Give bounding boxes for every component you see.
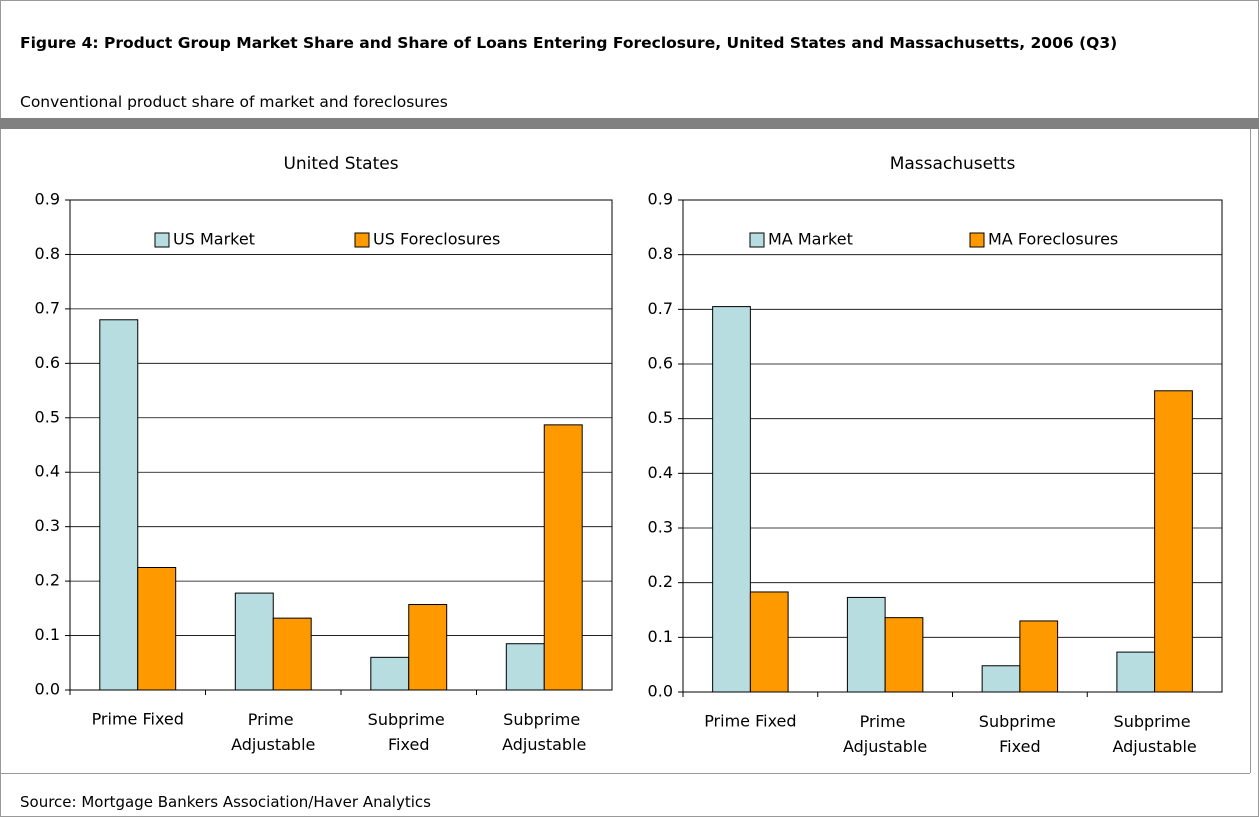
figure-subtitle: Conventional product share of market and…: [20, 93, 448, 111]
bar: [272, 617, 312, 691]
legend-swatch: [354, 232, 370, 248]
y-tick-label: 0.2: [648, 572, 673, 591]
y-tick-label: 0.3: [35, 516, 60, 535]
x-tick-label: Subprime Fixed: [368, 710, 450, 754]
bar: [884, 617, 924, 693]
figure-title: Figure 4: Product Group Market Share and…: [20, 34, 1118, 52]
bar: [1116, 651, 1156, 693]
chart-title: United States: [283, 154, 398, 174]
y-tick-label: 0.6: [35, 353, 60, 372]
y-tick-label: 0.7: [648, 299, 673, 318]
source-note: Source: Mortgage Bankers Association/Hav…: [20, 793, 431, 811]
bar: [712, 306, 751, 693]
y-tick-label: 0.7: [35, 298, 60, 317]
legend-swatch: [969, 232, 985, 248]
y-tick-label: 0.1: [648, 627, 673, 646]
bar: [1019, 620, 1059, 693]
y-tick-label: 0.0: [648, 682, 673, 701]
legend-swatch: [749, 232, 765, 248]
legend-label: US Foreclosures: [373, 230, 500, 249]
bar: [408, 604, 448, 691]
bar: [234, 592, 274, 691]
bar: [846, 596, 886, 693]
x-tick-label: Prime Adjustable: [843, 712, 927, 756]
bar: [370, 656, 410, 691]
x-tick-label: Prime Fixed: [704, 712, 796, 731]
bar: [1154, 390, 1193, 693]
chart-title: Massachusetts: [890, 154, 1016, 174]
bar: [505, 643, 545, 691]
y-tick-label: 0.4: [648, 463, 673, 482]
x-tick-label: Subprime Fixed: [979, 712, 1061, 756]
x-tick-label: Prime Adjustable: [231, 710, 315, 754]
y-tick-label: 0.6: [648, 354, 673, 373]
y-tick-label: 0.8: [35, 244, 60, 263]
header-bar: [0, 118, 1259, 129]
x-tick-label: Prime Fixed: [92, 710, 184, 729]
x-tick-label: Subprime Adjustable: [1112, 712, 1196, 756]
bar: [543, 424, 583, 691]
y-tick-label: 0.8: [648, 244, 673, 263]
y-tick-label: 0.1: [35, 625, 60, 644]
bar: [749, 591, 789, 693]
bar: [99, 319, 139, 691]
y-tick-label: 0.0: [35, 680, 60, 699]
y-tick-label: 0.5: [35, 407, 60, 426]
bar: [137, 567, 177, 691]
y-tick-label: 0.9: [648, 190, 673, 209]
legend-label: US Market: [173, 230, 255, 249]
legend-label: MA Market: [768, 230, 853, 249]
legend-label: MA Foreclosures: [988, 230, 1118, 249]
y-tick-label: 0.5: [648, 408, 673, 427]
y-tick-label: 0.2: [35, 571, 60, 590]
y-tick-label: 0.4: [35, 462, 60, 481]
bar: [981, 665, 1021, 693]
y-tick-label: 0.3: [648, 518, 673, 537]
x-tick-label: Subprime Adjustable: [502, 710, 586, 754]
legend-swatch: [154, 232, 170, 248]
y-tick-label: 0.9: [35, 190, 60, 209]
